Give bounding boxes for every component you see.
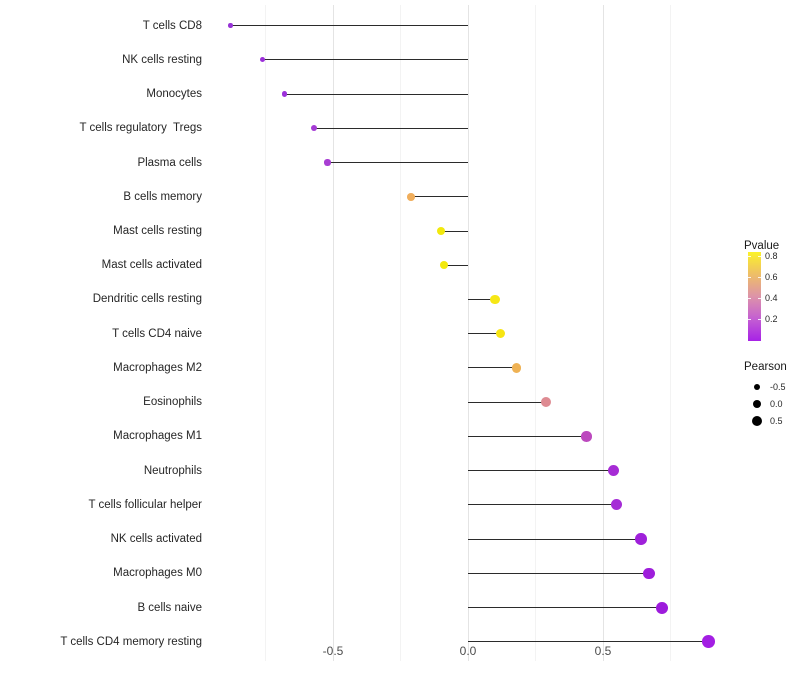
lollipop-dot (701, 635, 715, 649)
gridline-minor (670, 5, 671, 661)
y-axis-label: NK cells activated (110, 533, 202, 546)
y-axis-label: B cells memory (123, 190, 202, 203)
pvalue-tick-label: 0.4 (765, 292, 778, 303)
pearson-legend-dot (752, 399, 762, 409)
y-axis-label: B cells naive (137, 601, 202, 614)
lollipop-dot (228, 23, 233, 28)
lollipop-stem (262, 59, 468, 61)
lollipop-stem (327, 162, 468, 164)
y-axis-label: Monocytes (146, 88, 202, 101)
y-axis-label: T cells CD4 naive (112, 327, 202, 340)
pvalue-gradient-bar (748, 252, 761, 341)
lollipop-stem (468, 538, 641, 540)
pearson-legend-label: 0.5 (770, 415, 783, 426)
lollipop-stem (314, 127, 468, 129)
y-axis-label: Eosinophils (143, 396, 202, 409)
lollipop-dot (541, 397, 552, 408)
x-tick-label: -0.5 (322, 644, 344, 658)
lollipop-dot (436, 226, 446, 236)
lollipop-stem (230, 25, 468, 27)
lollipop-stem (284, 93, 468, 95)
pvalue-tick-mark (758, 318, 761, 320)
lollipop-stem (468, 470, 614, 472)
gridline-major (332, 5, 334, 661)
legend-pearson-title: Pearson (744, 361, 787, 373)
lollipop-stem (468, 641, 709, 643)
gridline-minor (535, 5, 536, 661)
lollipop-dot (324, 159, 331, 166)
pvalue-tick-mark (748, 255, 751, 257)
pvalue-tick-mark (748, 318, 751, 320)
legend-pvalue-title: Pvalue (744, 240, 780, 252)
pearson-legend-dot (751, 415, 763, 427)
lollipop-dot (511, 363, 522, 373)
y-axis-label: T cells CD8 (142, 19, 202, 32)
y-axis-label: Mast cells activated (101, 259, 202, 272)
lollipop-stem (468, 607, 663, 609)
y-axis-label: NK cells resting (122, 53, 202, 66)
pearson-legend-label: 0.0 (770, 398, 783, 409)
lollipop-stem (468, 435, 587, 437)
lollipop-stem (468, 298, 495, 300)
y-axis-label: Macrophages M2 (113, 361, 202, 374)
lollipop-dot (610, 499, 623, 511)
y-axis-label: T cells follicular helper (88, 498, 202, 511)
lollipop-stem (468, 504, 617, 506)
lollipop-dot (581, 431, 593, 442)
pvalue-tick-mark (758, 297, 761, 299)
lollipop-dot (260, 57, 266, 63)
lollipop-dot (407, 192, 416, 201)
lollipop-dot (608, 465, 620, 477)
pearson-legend-label: -0.5 (770, 381, 786, 392)
y-axis-label: T cells CD4 memory resting (60, 635, 202, 648)
y-axis-label: Macrophages M1 (113, 430, 202, 443)
lollipop-dot (643, 567, 655, 580)
pvalue-tick-label: 0.2 (765, 313, 778, 324)
y-axis-label: Dendritic cells resting (92, 293, 202, 306)
lollipop-stem (441, 230, 468, 232)
lollipop-stem (443, 264, 468, 266)
gridline-major (467, 5, 469, 661)
pvalue-tick-mark (748, 276, 751, 278)
y-axis-label: Plasma cells (137, 156, 202, 169)
gridline-minor (265, 5, 266, 661)
pvalue-tick-mark (758, 255, 761, 257)
gridline-major (602, 5, 604, 661)
lollipop-stem (468, 333, 501, 335)
pvalue-tick-mark (758, 276, 761, 278)
lollipop-stem (468, 572, 649, 574)
pvalue-tick-label: 0.8 (765, 250, 778, 261)
lollipop-dot (635, 533, 647, 545)
y-axis-label: Mast cells resting (113, 225, 202, 237)
lollipop-stem (468, 401, 547, 403)
y-axis-label: T cells regulatory Tregs (79, 122, 202, 135)
lollipop-dot (281, 91, 288, 97)
gridline-minor (400, 5, 401, 661)
pvalue-tick-mark (748, 297, 751, 299)
pearson-legend-dot (753, 383, 761, 391)
lollipop-stem (411, 196, 468, 198)
x-tick-label: 0.0 (459, 644, 477, 658)
lollipop-dot (439, 261, 448, 270)
lollipop-dot (656, 601, 669, 614)
pvalue-tick-label: 0.6 (765, 271, 778, 282)
x-tick-label: 0.5 (594, 644, 612, 658)
lollipop-dot (490, 294, 500, 304)
y-axis-label: Neutrophils (143, 464, 202, 477)
lollipop-dot (311, 125, 318, 132)
lollipop-dot (495, 329, 505, 339)
lollipop-stem (468, 367, 517, 369)
y-axis-label: Macrophages M0 (113, 567, 202, 580)
